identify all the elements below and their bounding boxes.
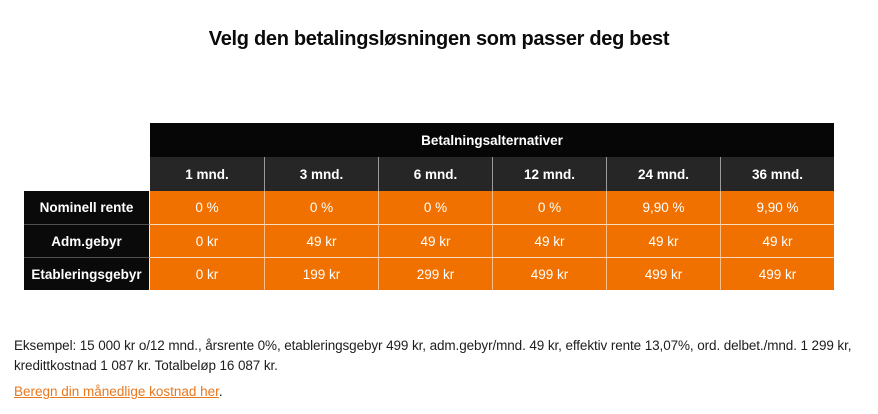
row-label-adm-gebyr: Adm.gebyr — [24, 224, 150, 257]
column-header-6mnd: 6 mnd. — [378, 157, 492, 191]
column-header-36mnd: 36 mnd. — [720, 157, 834, 191]
page-title: Velg den betalingsløsningen som passer d… — [208, 28, 670, 50]
table-corner-spacer — [24, 123, 150, 157]
row-label-nominell-rente: Nominell rente — [24, 191, 150, 224]
table-cell: 0 % — [264, 191, 378, 224]
column-header-24mnd: 24 mnd. — [606, 157, 720, 191]
table-cell: 49 kr — [606, 224, 720, 257]
example-line-2: kredittkostnad 1 087 kr. Totalbeløp 16 0… — [14, 357, 278, 373]
table-cell: 0 % — [378, 191, 492, 224]
column-header-3mnd: 3 mnd. — [264, 157, 378, 191]
payment-options-table: Betalningsalternativer 1 mnd. 3 mnd. 6 m… — [24, 123, 834, 290]
column-header-1mnd: 1 mnd. — [150, 157, 264, 191]
table-cell: 199 kr — [264, 257, 378, 290]
link-line: Beregn din månedlige kostnad her. — [14, 384, 223, 399]
table-cell: 9,90 % — [720, 191, 834, 224]
table-cell: 49 kr — [720, 224, 834, 257]
table-corner-spacer — [24, 157, 150, 191]
table-cell: 0 kr — [150, 224, 264, 257]
example-text: Eksempel: 15 000 kr o/12 mnd., årsrente … — [14, 336, 851, 375]
table-header: Betalningsalternativer — [150, 123, 834, 157]
table-cell: 0 % — [150, 191, 264, 224]
table-cell: 49 kr — [264, 224, 378, 257]
table-cell: 499 kr — [492, 257, 606, 290]
table-cell: 299 kr — [378, 257, 492, 290]
table-cell: 0 % — [492, 191, 606, 224]
table-cell: 9,90 % — [606, 191, 720, 224]
table-cell: 49 kr — [492, 224, 606, 257]
table-cell: 499 kr — [720, 257, 834, 290]
table-cell: 499 kr — [606, 257, 720, 290]
table-cell: 49 kr — [378, 224, 492, 257]
link-suffix: . — [218, 384, 223, 399]
column-header-12mnd: 12 mnd. — [492, 157, 606, 191]
monthly-cost-link[interactable]: Beregn din månedlige kostnad her — [14, 384, 219, 399]
row-label-etableringsgebyr: Etableringsgebyr — [24, 257, 150, 290]
example-line-1: Eksempel: 15 000 kr o/12 mnd., årsrente … — [14, 338, 852, 353]
table-cell: 0 kr — [150, 257, 264, 290]
